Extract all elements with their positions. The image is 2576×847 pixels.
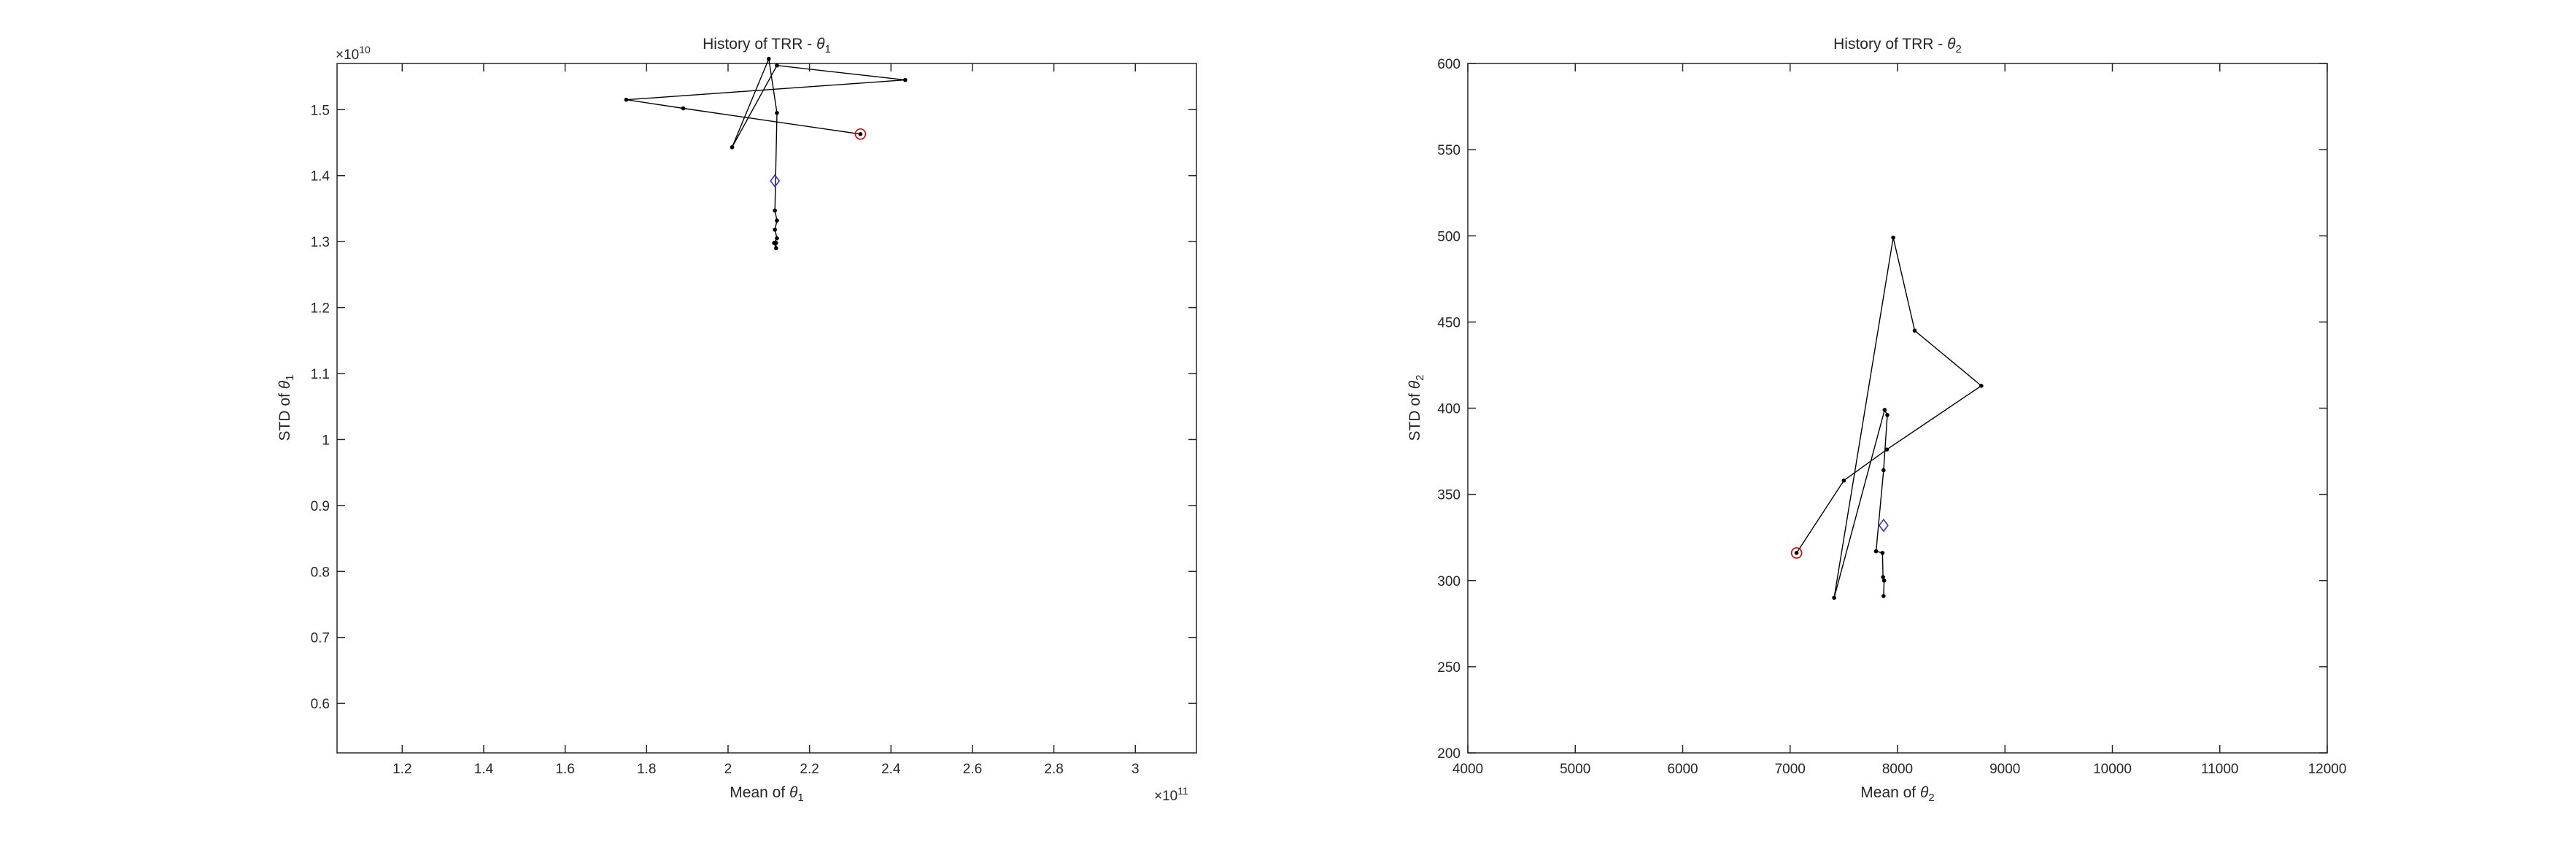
chart-title: History of TRR - θ2 [1833,36,1962,55]
data-point [1880,551,1885,555]
x-tick-label: 10000 [2093,762,2132,777]
y-tick-label: 350 [1437,488,1461,503]
data-point [775,218,779,223]
y-tick-label: 1.5 [311,103,330,118]
data-point [773,228,777,232]
data-point [1891,235,1895,240]
data-point [1881,575,1885,579]
y-tick-label: 1.1 [311,367,330,382]
x-tick-label: 12000 [2308,762,2347,777]
x-tick-label: 1.4 [474,762,494,777]
data-point [1881,468,1886,473]
data-point [681,106,686,111]
data-point [1882,408,1887,412]
data-point [766,56,771,61]
start-marker [1790,547,1803,559]
x-tick-label: 2.4 [881,762,901,777]
y-tick-label: 0.6 [311,697,330,712]
x-tick-label: 2.6 [963,762,982,777]
x-tick-label: 1.2 [392,762,411,777]
chart-title: History of TRR - θ1 [703,36,831,55]
x-tick-label: 7000 [1775,762,1806,777]
y-scale-factor: ×1010 [336,44,371,63]
chart-theta2: History of TRR - θ2 4000 5000 6000 7000 8000… [1407,36,2346,804]
x-ticks: 4000 5000 6000 7000 8000 9000 10000 11000 12000 [1453,63,2347,777]
data-point [903,77,908,82]
plot-area [1467,63,2328,754]
y-tick-label: 550 [1437,143,1461,158]
x-axis-label: Mean of θ1 [730,784,803,804]
y-tick-label: 600 [1437,57,1461,72]
x-tick-label: 1.6 [555,762,574,777]
x-tick-label: 3 [1132,762,1140,777]
plot-area [336,63,1197,754]
y-ticks: 200 250 300 350 400 450 500 550 600 [1437,57,2327,762]
data-point [1979,383,1984,388]
data-point [1794,551,1799,555]
data-point [1885,413,1890,417]
y-tick-label: 200 [1437,746,1461,762]
data-point [1884,447,1890,452]
data-point [775,63,779,68]
data-point [1873,549,1879,554]
data-point [774,241,778,245]
data-point [730,145,735,150]
data-point [858,131,863,136]
x-tick-label: 8000 [1882,762,1913,777]
data-point [774,246,778,251]
x-tick-label: 9000 [1989,762,2020,777]
x-tick-label: 11000 [2201,762,2238,777]
x-axis-label: Mean of θ2 [1860,784,1934,804]
end-marker [770,174,781,188]
data-point [1841,478,1846,483]
y-tick-label: 0.7 [311,631,330,646]
y-tick-label: 250 [1437,660,1461,676]
data-point [1912,328,1917,333]
start-marker [854,128,867,140]
y-axis-label: STD of θ1 [276,375,296,441]
y-tick-label: 400 [1437,402,1461,417]
y-tick-label: 1.3 [311,235,330,250]
series-layer [624,56,908,251]
y-tick-label: 1 [322,433,330,448]
data-point [1881,578,1887,583]
data-point [1832,595,1836,600]
data-point [773,208,777,213]
x-tick-label: 2.8 [1044,762,1063,777]
x-ticks: 1.2 1.4 1.6 1.8 2 2.2 2.4 2.6 2.8 3 [392,63,1140,777]
x-tick-label: 6000 [1667,762,1698,777]
x-scale-factor: ×1011 [1154,785,1188,804]
y-tick-label: 0.9 [311,499,330,514]
x-tick-label: 1.8 [637,762,656,777]
data-point [775,111,779,115]
x-tick-label: 2 [724,762,732,777]
series-layer [1790,235,1984,600]
x-tick-label: 2.2 [800,762,819,777]
end-marker [1878,518,1889,533]
data-point [624,97,629,102]
data-point [1881,594,1886,598]
data-point [775,236,779,241]
x-tick-label: 4000 [1453,762,1483,777]
y-tick-label: 1.4 [311,169,330,185]
y-axis-label: STD of θ2 [1407,375,1426,441]
x-tick-label: 5000 [1560,762,1590,777]
chart-theta1: History of TRR - θ1 1.2 1.4 1.6 1.8 2 2.2 2.4 2… [276,36,1197,804]
y-ticks: 0.6 0.7 0.8 0.9 1 1.1 1.2 1.3 1.4 1.5 [311,103,1196,712]
y-tick-label: 300 [1437,574,1461,589]
y-tick-label: 1.2 [311,301,330,317]
y-tick-label: 450 [1437,315,1461,330]
y-tick-label: 0.8 [311,565,330,580]
y-tick-label: 500 [1437,229,1461,244]
